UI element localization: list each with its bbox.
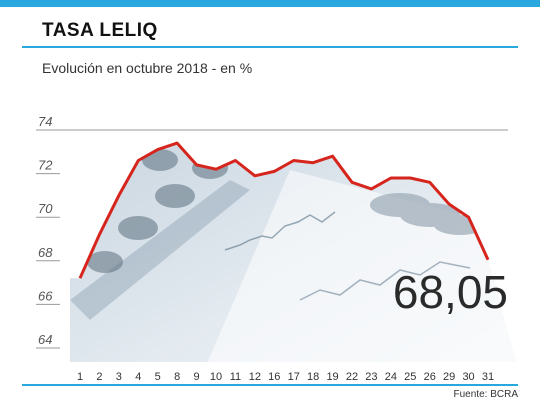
x-tick-label: 29 <box>443 371 455 383</box>
x-tick-label: 1 <box>77 371 83 383</box>
x-tick-label: 3 <box>116 371 122 383</box>
x-tick-label: 5 <box>155 371 161 383</box>
x-tick-label: 8 <box>174 371 180 383</box>
source-note: Fuente: BCRA <box>453 389 518 400</box>
x-tick-label: 19 <box>326 371 338 383</box>
chart-title: TASA LELIQ <box>42 20 158 41</box>
background-photo <box>70 143 516 362</box>
y-tick-label: 70 <box>38 201 53 216</box>
x-tick-label: 12 <box>249 371 261 383</box>
x-tick-label: 9 <box>194 371 200 383</box>
x-tick-label: 18 <box>307 371 319 383</box>
series-line <box>78 141 490 279</box>
last-value-annotation: 68,05 <box>393 266 508 318</box>
bottom-divider <box>22 384 518 386</box>
chart-subtitle: Evolución en octubre 2018 - en % <box>42 60 253 76</box>
title-divider <box>22 46 518 48</box>
x-tick-label: 11 <box>230 371 241 383</box>
x-tick-label: 16 <box>268 371 280 383</box>
x-tick-label: 10 <box>210 371 222 383</box>
top-accent-bar <box>0 0 540 7</box>
y-tick-label: 68 <box>38 245 53 260</box>
x-tick-label: 23 <box>365 371 377 383</box>
y-tick-label: 64 <box>38 332 52 347</box>
x-tick-label: 17 <box>288 371 300 383</box>
x-tick-label: 25 <box>404 371 416 383</box>
x-tick-label: 22 <box>346 371 358 383</box>
y-tick-label: 72 <box>38 158 53 173</box>
x-tick-label: 4 <box>135 371 141 383</box>
x-tick-label: 30 <box>462 371 474 383</box>
x-tick-label: 26 <box>424 371 436 383</box>
y-tick-label: 74 <box>38 114 52 129</box>
x-tick-label: 24 <box>385 371 397 383</box>
y-tick-label: 66 <box>38 288 53 303</box>
x-tick-label: 2 <box>96 371 102 383</box>
x-tick-label: 31 <box>482 371 494 383</box>
